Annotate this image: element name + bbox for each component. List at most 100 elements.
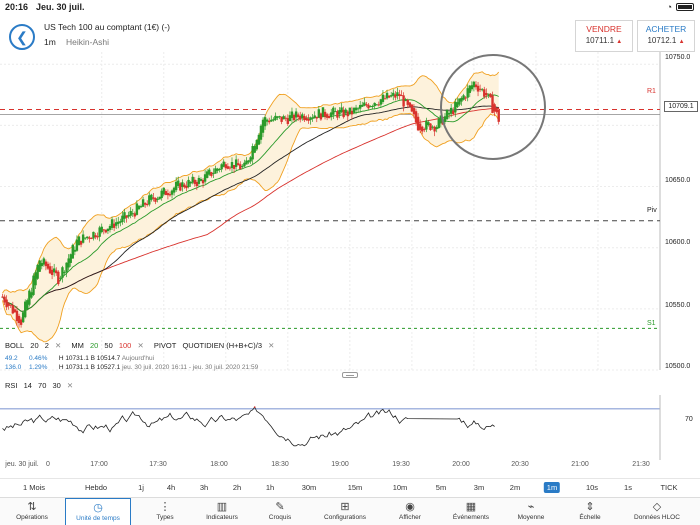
candle-body xyxy=(156,198,159,200)
candle-body xyxy=(172,187,176,193)
price-chart[interactable] xyxy=(0,52,700,372)
candle-body xyxy=(228,167,232,169)
candle-body xyxy=(460,97,463,102)
candle-body xyxy=(191,176,194,183)
pane-resize-handle[interactable] xyxy=(342,372,358,378)
candle-body xyxy=(332,107,335,115)
period-1m[interactable]: 1m xyxy=(543,482,561,493)
candle-body xyxy=(193,179,196,184)
period-10m[interactable]: 10m xyxy=(392,483,408,492)
toolbar-average[interactable]: ⌁ Moyenne xyxy=(498,498,564,525)
instrument-name[interactable]: US Tech 100 au comptant (1€) (-) xyxy=(44,22,170,32)
candle-body xyxy=(435,127,438,130)
buy-label: ACHETER xyxy=(645,24,687,34)
candle-body xyxy=(272,119,275,121)
candle-body xyxy=(294,111,298,118)
candle-body xyxy=(189,181,192,184)
period-3h[interactable]: 3h xyxy=(199,483,209,492)
period-3m[interactable]: 3m xyxy=(473,483,485,492)
candle-body xyxy=(65,262,68,273)
candle-body xyxy=(79,240,83,245)
x-axis-label: 18:00 xyxy=(210,461,228,468)
candle-body xyxy=(92,231,95,239)
period-1s[interactable]: 1s xyxy=(624,483,632,492)
sell-price: 10711.1 xyxy=(585,36,615,45)
candle-body xyxy=(174,181,178,191)
candle-body xyxy=(168,194,172,196)
triangle-up-icon: ▲ xyxy=(678,39,685,45)
candle-body xyxy=(59,277,62,279)
candle-body xyxy=(212,173,215,175)
pivot-legend[interactable]: PIVOT QUOTIDIEN (H+B+C)/3 ✕ xyxy=(153,341,275,350)
candle-body xyxy=(131,213,134,215)
candle-body xyxy=(48,266,52,274)
price-axis-label: 10750.0 xyxy=(665,54,691,61)
candle-body xyxy=(363,102,366,106)
candle-body xyxy=(201,180,205,184)
toolbar-calendar[interactable]: ▦ Événements xyxy=(438,498,504,525)
candle-body xyxy=(377,104,380,106)
candle-body xyxy=(133,213,137,217)
back-button[interactable]: ❮ xyxy=(9,24,35,50)
period-1-mois[interactable]: 1 Mois xyxy=(22,483,46,492)
period-2h[interactable]: 2h xyxy=(232,483,242,492)
candle-body xyxy=(309,117,312,120)
toolbar-label: Échelle xyxy=(579,514,601,521)
boll-legend[interactable]: BOLL 20 2 ✕ xyxy=(5,341,62,350)
buy-button[interactable]: ACHETER 10712.1 ▲ xyxy=(637,20,695,52)
toolbar-candle-types[interactable]: ⋮ Types xyxy=(132,498,198,525)
candle-body xyxy=(408,102,412,107)
candle-body xyxy=(286,118,290,124)
period-1h[interactable]: 1h xyxy=(265,483,275,492)
bollinger-band-fill xyxy=(2,71,499,342)
candle-body xyxy=(282,116,285,120)
rsi-legend[interactable]: RSI 14 70 30 ✕ xyxy=(5,381,74,390)
candle-body xyxy=(69,254,72,263)
period-10s[interactable]: 10s xyxy=(585,483,599,492)
period-15m[interactable]: 15m xyxy=(347,483,363,492)
period-hebdo[interactable]: Hebdo xyxy=(84,483,108,492)
price-axis-label: 10650.0 xyxy=(665,177,691,184)
mm-legend[interactable]: MM 20 50 100 ✕ xyxy=(71,341,144,350)
candle-body xyxy=(280,116,283,122)
candle-body xyxy=(183,184,186,188)
period-4h[interactable]: 4h xyxy=(166,483,176,492)
rsi-chart[interactable] xyxy=(0,395,700,460)
period-tick[interactable]: TICK xyxy=(660,483,678,492)
candle-body xyxy=(371,106,374,108)
toolbar-pencil[interactable]: ✎ Croquis xyxy=(247,498,313,525)
candle-body xyxy=(447,113,451,115)
toolbar-diamond[interactable]: ◇ Données HLOC xyxy=(624,498,690,525)
candle-body xyxy=(458,98,461,105)
candle-body xyxy=(493,104,496,112)
candle-body xyxy=(110,219,114,228)
candle-body xyxy=(468,85,471,93)
chevron-left-icon: ❮ xyxy=(16,28,28,45)
candle-body xyxy=(392,92,395,96)
scale-icon: ⇕ xyxy=(585,501,595,513)
toolbar-layout[interactable]: ⊞ Configurations xyxy=(312,498,378,525)
candle-body xyxy=(381,94,385,102)
candle-body xyxy=(483,89,486,97)
ma50-line xyxy=(2,105,499,312)
candle-body xyxy=(433,126,436,132)
period-1j[interactable]: 1j xyxy=(138,483,144,492)
calendar-icon: ▦ xyxy=(465,501,477,513)
period-2m[interactable]: 2m xyxy=(509,483,521,492)
candle-body xyxy=(358,104,362,109)
candle-body xyxy=(100,226,103,233)
toolbar-operations[interactable]: ⇅ Opérations xyxy=(0,498,65,525)
period-30m[interactable]: 30m xyxy=(301,483,317,492)
candle-body xyxy=(301,114,304,118)
toolbar-clock[interactable]: ◷ Unité de temps xyxy=(65,498,131,525)
candle-body xyxy=(123,212,126,219)
candle-body xyxy=(234,159,238,167)
period-5m[interactable]: 5m xyxy=(435,483,447,492)
candle-body xyxy=(232,165,236,169)
toolbar-scale[interactable]: ⇕ Échelle xyxy=(557,498,623,525)
toolbar-eye[interactable]: ◉ Afficher xyxy=(377,498,443,525)
x-axis-label: 0 xyxy=(46,461,50,468)
candle-body xyxy=(108,226,112,230)
sell-button[interactable]: VENDRE 10711.1 ▲ xyxy=(575,20,633,52)
toolbar-indicators[interactable]: ▥ Indicateurs xyxy=(189,498,255,525)
